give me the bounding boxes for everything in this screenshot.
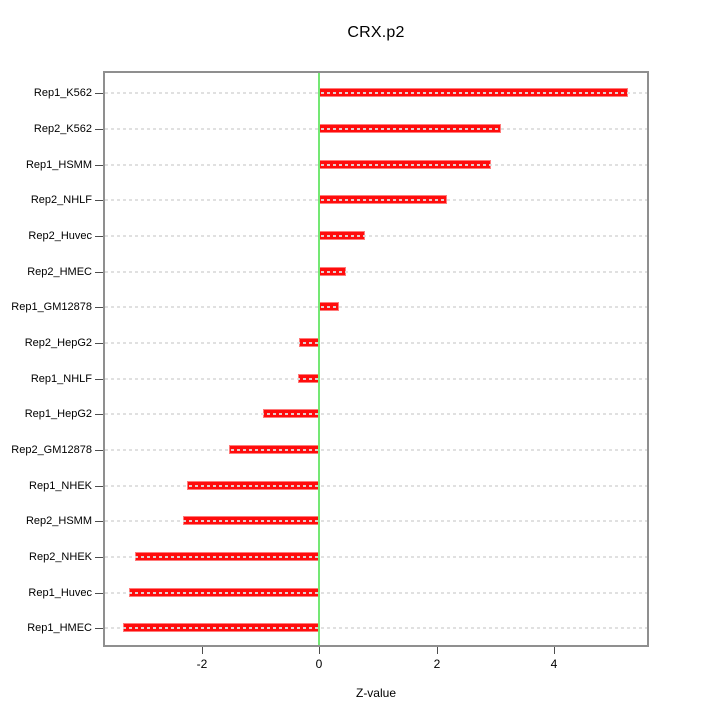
x-tick-label: 2 — [433, 657, 441, 671]
y-tick — [95, 593, 103, 594]
grid-line — [105, 627, 647, 630]
x-tick — [319, 647, 320, 654]
x-tick-label: 0 — [315, 657, 323, 671]
y-tick — [95, 343, 103, 344]
grid-line — [105, 92, 647, 95]
grid-line — [105, 163, 647, 166]
category-label: Rep1_HMEC — [27, 622, 92, 635]
category-label: Rep2_NHEK — [29, 550, 92, 563]
grid-line — [105, 377, 647, 380]
grid-line — [105, 520, 647, 523]
category-label: Rep2_GM12878 — [11, 443, 92, 456]
grid-line — [105, 234, 647, 237]
x-axis-label: Z-value — [355, 686, 396, 700]
grid-line — [105, 591, 647, 594]
grid-line — [105, 555, 647, 558]
y-tick — [95, 165, 103, 166]
y-tick — [95, 379, 103, 380]
category-label: Rep2_NHLF — [30, 194, 92, 207]
y-tick — [95, 521, 103, 522]
y-tick — [95, 272, 103, 273]
y-tick — [95, 129, 103, 130]
x-tick — [437, 647, 438, 654]
zero-line — [318, 73, 320, 645]
category-label: Rep1_GM12878 — [11, 301, 92, 314]
y-tick — [95, 557, 103, 558]
chart-title: CRX.p2 — [347, 24, 405, 41]
category-label: Rep2_HepG2 — [24, 336, 92, 349]
category-label: Rep1_Huvec — [28, 586, 92, 599]
y-tick — [95, 200, 103, 201]
category-label: Rep2_K562 — [33, 122, 92, 135]
category-label: Rep1_HSMM — [25, 158, 92, 171]
x-tick — [202, 647, 203, 654]
grid-line — [105, 413, 647, 416]
category-label: Rep2_Huvec — [28, 229, 92, 242]
grid-line — [105, 199, 647, 202]
category-label: Rep2_HSMM — [25, 515, 92, 528]
category-label: Rep2_HMEC — [27, 265, 92, 278]
category-label: Rep1_NHLF — [30, 372, 92, 385]
y-tick — [95, 450, 103, 451]
category-label: Rep1_NHEK — [29, 479, 92, 492]
y-tick — [95, 414, 103, 415]
x-tick-label: 4 — [550, 657, 558, 671]
grid-line — [105, 448, 647, 451]
y-tick — [95, 307, 103, 308]
y-tick — [95, 628, 103, 629]
y-tick — [95, 486, 103, 487]
category-label: Rep1_HepG2 — [24, 408, 92, 421]
grid-line — [105, 306, 647, 309]
x-tick — [554, 647, 555, 654]
grid-line — [105, 484, 647, 487]
y-tick — [95, 93, 103, 94]
category-label: Rep1_K562 — [33, 87, 92, 100]
grid-line — [105, 270, 647, 273]
x-tick-label: -2 — [196, 657, 208, 671]
y-tick — [95, 236, 103, 237]
grid-line — [105, 341, 647, 344]
grid-line — [105, 127, 647, 130]
